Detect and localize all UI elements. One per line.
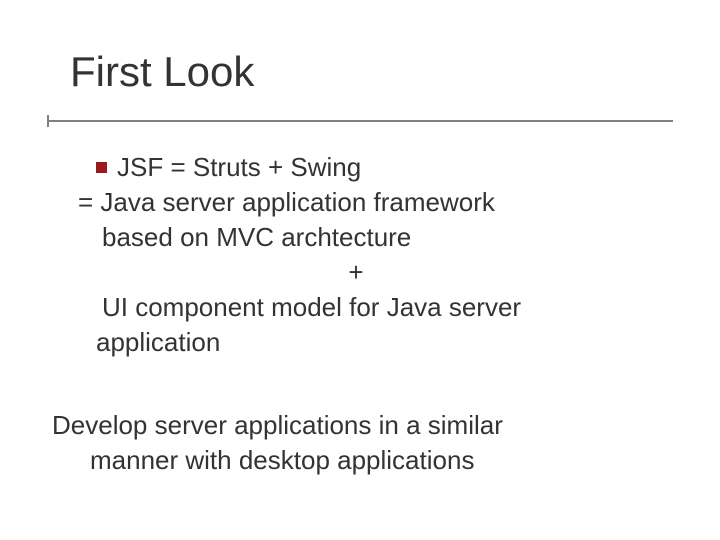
title-underline	[47, 120, 673, 122]
body-line-ui1: UI component model for Java server	[102, 290, 656, 325]
body-line-ui2: application	[96, 325, 656, 360]
bullet-item: JSF = Struts + Swing	[96, 150, 656, 185]
bullet-text: JSF = Struts + Swing	[117, 150, 361, 185]
square-bullet-icon	[96, 162, 107, 173]
slide: First Look JSF = Struts + Swing = Java s…	[0, 0, 720, 540]
body-text: JSF = Struts + Swing = Java server appli…	[96, 150, 656, 361]
slide-title: First Look	[70, 48, 254, 96]
para2-line1: Develop server applications in a similar	[52, 408, 672, 443]
body-line-plus: +	[96, 255, 616, 290]
body-line-based: based on MVC archtecture	[102, 220, 656, 255]
body-line-eq: = Java server application framework	[78, 185, 656, 220]
closing-paragraph: Develop server applications in a similar…	[52, 408, 672, 478]
para2-line2: manner with desktop applications	[90, 443, 672, 478]
